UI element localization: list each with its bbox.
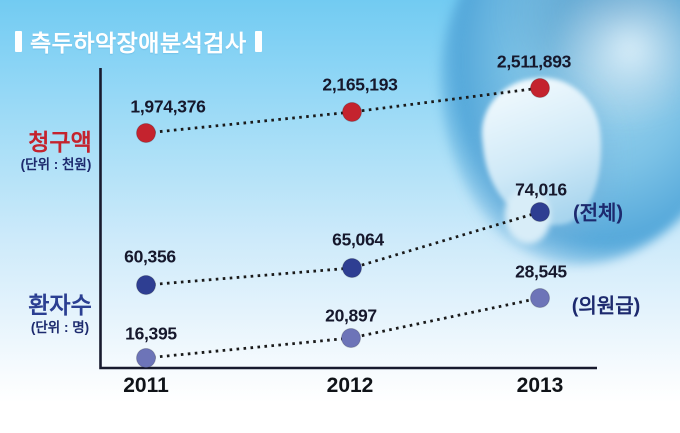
patients-total-point-2012 <box>342 258 362 278</box>
chart-axis <box>99 68 597 370</box>
patients-total-dotted-line <box>145 210 541 287</box>
patients-clinic-point-2013 <box>530 288 550 308</box>
x-tick-2013: 2013 <box>516 374 564 397</box>
claims-value-2013: 2,511,893 <box>496 51 572 72</box>
patients-clinic-point-2012 <box>341 328 361 348</box>
claims-group-label: 청구액 <box>28 129 92 155</box>
patients-clinic-value-2013: 28,545 <box>515 261 567 282</box>
x-tick-2012: 2012 <box>326 374 374 397</box>
patients-total-value-2013: 74,016 <box>515 179 567 200</box>
patients-unit-label: (단위 : 명) <box>30 320 90 335</box>
patients-total-point-2013 <box>530 202 550 222</box>
annotation-total: (전체) <box>572 202 624 225</box>
page-title: 측두하악장애분석검사 <box>15 24 262 58</box>
claims-point-2011 <box>136 123 156 143</box>
patients-clinic-point-2011 <box>136 348 156 368</box>
claims-unit-label: (단위 : 천원) <box>20 157 92 172</box>
patients-group-label: 환자수 <box>28 292 92 318</box>
patients-total-value-2012: 65,064 <box>332 229 384 250</box>
title-text: 측두하악장애분석검사 <box>30 30 247 56</box>
claims-point-2012 <box>342 102 362 122</box>
patients-total-value-2011: 60,356 <box>124 246 176 267</box>
patients-total-point-2011 <box>136 275 156 295</box>
x-tick-2011: 2011 <box>123 374 169 397</box>
claims-value-2011: 1,974,376 <box>130 96 206 117</box>
patients-clinic-value-2012: 20,897 <box>325 305 377 326</box>
title-bar-right-icon <box>254 30 262 52</box>
claims-value-2012: 2,165,193 <box>322 74 398 95</box>
title-bar-left-icon <box>15 30 22 52</box>
claims-point-2013 <box>530 78 550 98</box>
annotation-clinic: (의원급) <box>571 295 641 318</box>
patients-clinic-value-2011: 16,395 <box>125 323 177 344</box>
